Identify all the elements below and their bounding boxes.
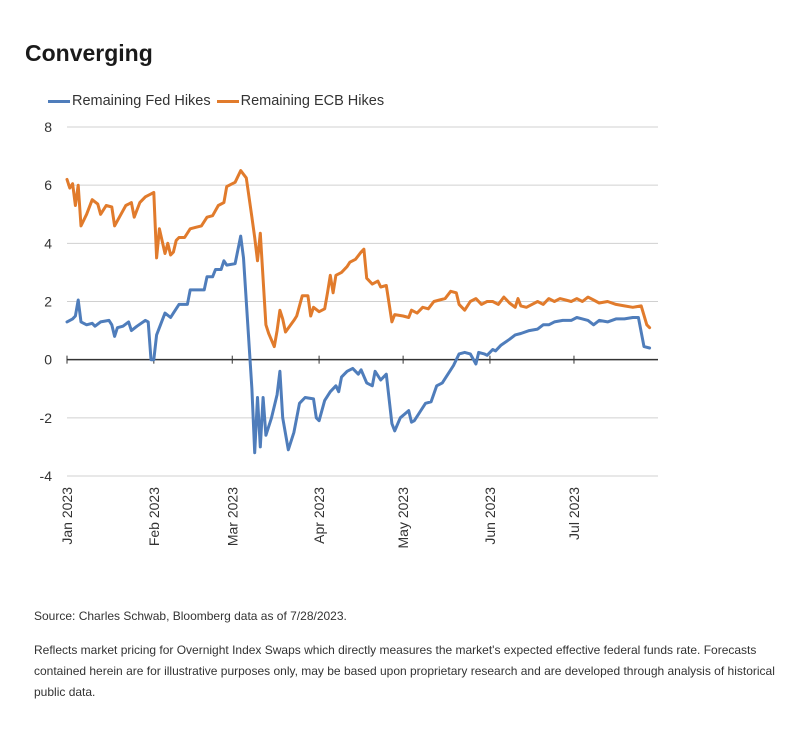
legend-item-fed: Remaining Fed Hikes — [48, 93, 211, 109]
chart-title: Converging — [25, 40, 153, 66]
x-tick-label: Feb 2023 — [146, 487, 162, 546]
series-line-ecb — [65, 169, 652, 349]
y-tick-label: -4 — [40, 468, 53, 484]
y-tick-label: 8 — [44, 119, 52, 135]
y-tick-label: 6 — [44, 177, 52, 193]
source-note: Source: Charles Schwab, Bloomberg data a… — [34, 609, 347, 623]
x-tick-label: Jun 2023 — [482, 487, 498, 545]
legend-label-fed: Remaining Fed Hikes — [72, 93, 211, 109]
y-tick-label: 0 — [44, 352, 52, 368]
x-tick-label: Apr 2023 — [311, 487, 327, 544]
x-tick-label: May 2023 — [395, 487, 411, 549]
line-chart: -4 -2 0 2 4 6 8 Jan 2023 Feb 2023 Mar 2023 Apr 202… — [40, 119, 658, 549]
y-tick-label: -2 — [40, 410, 53, 426]
x-tick-label: Jul 2023 — [566, 487, 582, 540]
x-tick-label: Jan 2023 — [59, 487, 75, 545]
legend-swatch-fed — [48, 99, 70, 103]
x-tick-label: Mar 2023 — [224, 487, 240, 546]
y-tick-label: 4 — [44, 235, 52, 251]
legend-swatch-ecb — [216, 99, 239, 103]
legend: Remaining Fed Hikes Remaining ECB Hikes — [48, 93, 390, 109]
series-line-fed — [65, 234, 652, 455]
y-tick-label: 2 — [44, 294, 52, 310]
legend-item-ecb: Remaining ECB Hikes — [216, 93, 385, 109]
disclaimer-note: Reflects market pricing for Overnight In… — [34, 643, 775, 699]
legend-label-ecb: Remaining ECB Hikes — [240, 93, 385, 109]
